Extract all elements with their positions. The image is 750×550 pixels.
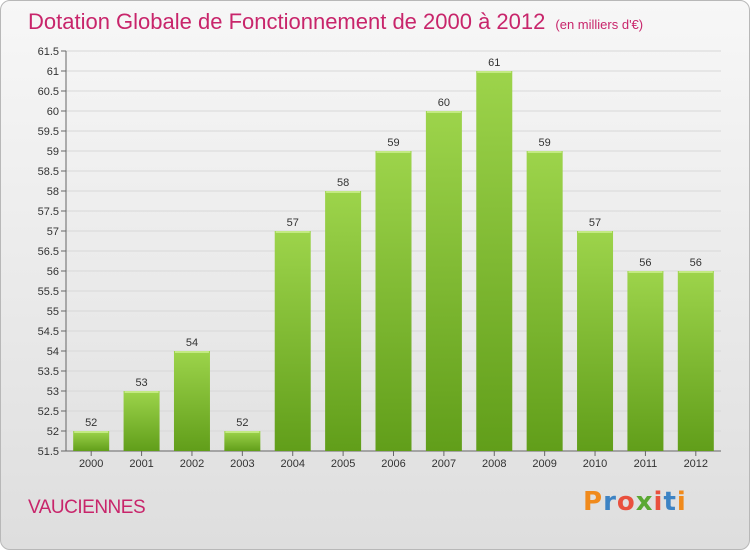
bar-value-label: 56: [639, 257, 651, 269]
bar: [375, 151, 412, 451]
y-tick-label: 61.5: [38, 46, 59, 58]
y-tick-label: 58.5: [38, 166, 59, 178]
x-tick-label: 2012: [684, 458, 708, 470]
bar-value-label: 58: [337, 177, 349, 189]
y-tick-label: 60.5: [38, 86, 59, 98]
bar: [325, 191, 362, 451]
labels: 51.5 52 52.5 53 53.5 54 54.5 55 55.5 56 56.5 57 57.5…: [38, 46, 708, 470]
bar: [224, 431, 261, 451]
x-tick-label: 2004: [280, 458, 304, 470]
x-tick-label: 2010: [583, 458, 607, 470]
logo-letter: r: [603, 487, 617, 517]
logo-letter: i: [653, 487, 664, 517]
commune-name: VAUCIENNES: [28, 497, 146, 518]
logo-letter: x: [635, 487, 654, 517]
bar-value-label: 61: [488, 57, 500, 69]
logo-letter: t: [663, 487, 677, 517]
y-tick-label: 56.5: [38, 246, 59, 258]
x-tick-label: 2007: [432, 458, 456, 470]
bar-value-label: 59: [387, 137, 399, 149]
y-tick-label: 59.5: [38, 126, 59, 138]
bar-value-label: 54: [186, 337, 198, 349]
y-tick-label: 56: [47, 266, 59, 278]
logo-letter: P: [583, 487, 604, 517]
bar: [627, 271, 664, 451]
bar-value-label: 53: [135, 377, 147, 389]
bar-value-label: 52: [85, 417, 97, 429]
y-tick-label: 52: [47, 426, 59, 438]
logo-letter: o: [616, 487, 636, 517]
y-tick-label: 57.5: [38, 206, 59, 218]
bar: [577, 231, 614, 451]
proxiti-logo: Proxiti: [583, 487, 687, 517]
x-tick-label: 2002: [180, 458, 204, 470]
bar-value-label: 59: [539, 137, 551, 149]
bar: [526, 151, 563, 451]
x-tick-label: 2003: [230, 458, 254, 470]
y-tick-label: 57: [47, 226, 59, 238]
bar: [173, 351, 210, 451]
chart-title-text: Dotation Globale de Fonctionnement de 20…: [28, 9, 546, 34]
y-tick-label: 54.5: [38, 326, 59, 338]
bar-value-label: 57: [589, 217, 601, 229]
logo-letter: i: [676, 487, 687, 517]
x-tick-label: 2008: [482, 458, 506, 470]
x-tick-label: 2000: [79, 458, 103, 470]
chart-title: Dotation Globale de Fonctionnement de 20…: [28, 9, 643, 35]
x-tick-label: 2009: [532, 458, 556, 470]
x-tick-label: 2011: [634, 458, 658, 470]
bar: [274, 231, 311, 451]
bar-value-label: 52: [236, 417, 248, 429]
y-tick-label: 61: [47, 66, 59, 78]
bar: [476, 71, 513, 451]
bar-value-label: 60: [438, 97, 450, 109]
bar-value-label: 57: [287, 217, 299, 229]
bar: [677, 271, 714, 451]
x-tick-label: 2005: [331, 458, 355, 470]
x-tick-label: 2001: [129, 458, 153, 470]
x-tick-label: 2006: [381, 458, 405, 470]
y-tick-label: 51.5: [38, 446, 59, 458]
y-tick-label: 55: [47, 306, 59, 318]
y-tick-label: 58: [47, 186, 59, 198]
y-tick-label: 55.5: [38, 286, 59, 298]
bars: [73, 71, 714, 451]
y-tick-label: 59: [47, 146, 59, 158]
y-tick-label: 54: [47, 346, 59, 358]
y-tick-label: 60: [47, 106, 59, 118]
y-tick-label: 52.5: [38, 406, 59, 418]
chart-subtitle: (en milliers d'€): [555, 17, 644, 32]
bar: [73, 431, 110, 451]
y-tick-label: 53.5: [38, 366, 59, 378]
bar: [425, 111, 462, 451]
bar: [123, 391, 160, 451]
bar-value-label: 56: [690, 257, 702, 269]
y-tick-label: 53: [47, 386, 59, 398]
